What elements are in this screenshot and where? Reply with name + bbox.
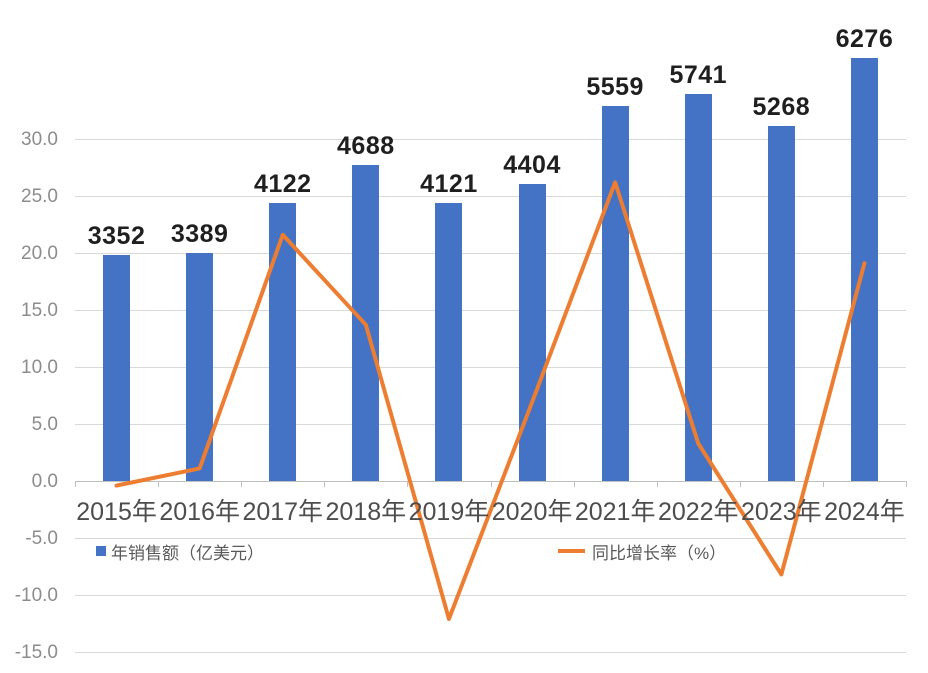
y-axis-tick-label: 10.0 xyxy=(21,357,58,378)
x-axis-tick xyxy=(75,481,76,487)
y-axis-tick-label: 5.0 xyxy=(31,414,58,435)
y-axis-tick-label: -10.0 xyxy=(14,585,58,606)
legend-line-marker-icon xyxy=(558,549,585,553)
bar-value-label: 5741 xyxy=(669,61,728,90)
legend-item-growth: 同比增长率（%） xyxy=(558,541,727,563)
y-axis-tick-label: -15.0 xyxy=(14,642,58,663)
bar-value-label: 4122 xyxy=(253,170,312,199)
x-axis-tick xyxy=(906,481,907,487)
legend-item-sales: 年销售额（亿美元） xyxy=(96,541,264,563)
x-axis-tick-label: 2022年 xyxy=(657,498,739,526)
x-axis-tick-label: 2024年 xyxy=(824,498,905,526)
x-axis-tick-label: 2016年 xyxy=(159,498,240,526)
y-axis-tick-label: -5.0 xyxy=(25,528,58,549)
x-axis-tick-label: 2015年 xyxy=(76,498,157,526)
legend-label-growth: 同比增长率（%） xyxy=(592,543,727,563)
x-axis-tick-label: 2021年 xyxy=(574,498,656,526)
y-axis-tick-label: 25.0 xyxy=(21,186,58,207)
y-axis-tick-label: 30.0 xyxy=(21,129,58,150)
bar-value-label: 5268 xyxy=(752,92,811,121)
gridline xyxy=(75,138,906,140)
x-axis-tick-label: 2019年 xyxy=(408,498,490,526)
y-axis-tick-label: 0.0 xyxy=(31,471,58,492)
legend-label-sales: 年销售额（亿美元） xyxy=(111,543,264,563)
bar-value-label: 5559 xyxy=(586,73,644,102)
x-axis-tick-label: 2018年 xyxy=(325,498,407,526)
x-axis-tick-label: 2023年 xyxy=(741,498,822,526)
y-axis-tick-label: 15.0 xyxy=(21,300,58,321)
legend-square-marker-icon xyxy=(96,546,106,556)
x-axis-tick-label: 2020年 xyxy=(491,498,573,526)
bar-value-label: 3352 xyxy=(87,222,146,251)
bar-value-label: 4688 xyxy=(337,132,395,161)
bar-value-label: 6276 xyxy=(835,25,894,53)
gridline xyxy=(75,651,906,653)
bar-value-label: 3389 xyxy=(170,219,229,248)
bar-value-label: 4121 xyxy=(420,170,478,199)
y-axis-tick-label: 20.0 xyxy=(21,243,58,264)
x-axis-tick-label: 2017年 xyxy=(242,498,324,526)
bar-value-label: 4404 xyxy=(503,151,561,180)
